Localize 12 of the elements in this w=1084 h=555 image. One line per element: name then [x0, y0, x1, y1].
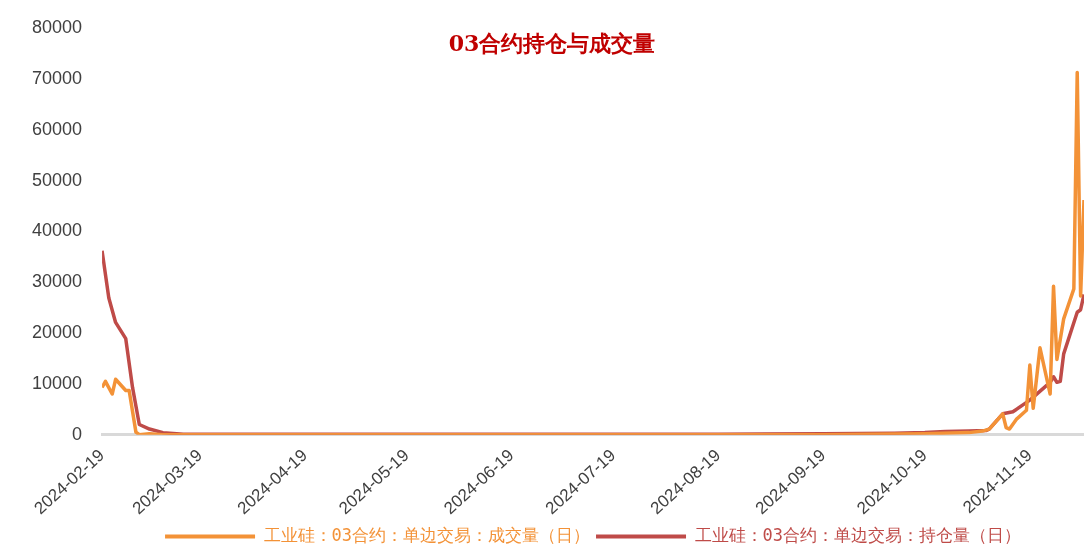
chart-title: 03合约持仓与成交量: [448, 29, 656, 56]
y-tick-label: 0: [72, 423, 83, 444]
y-tick-label: 70000: [31, 68, 83, 89]
y-tick-label: 10000: [31, 372, 83, 393]
y-tick-label: 30000: [31, 271, 83, 292]
y-tick-label: 20000: [31, 322, 83, 343]
y-tick-label: 80000: [31, 17, 83, 38]
text: 工业硅：03合约：单边交易：持仓量（日）: [694, 524, 1022, 545]
y-tick-label: 50000: [31, 169, 83, 190]
y-tick-label: 40000: [31, 220, 83, 241]
text: 工业硅：03合约：单边交易：成交量（日）: [263, 524, 591, 545]
y-tick-label: 60000: [31, 118, 83, 139]
